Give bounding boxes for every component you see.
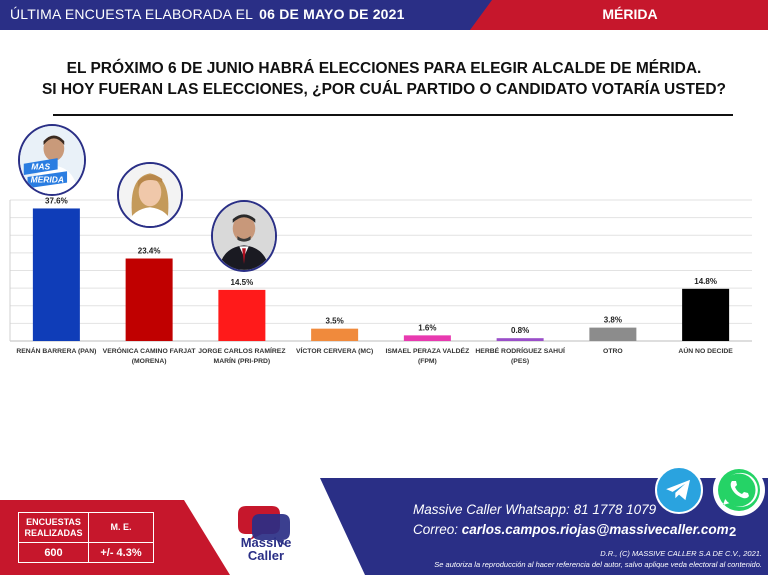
bar (32, 208, 80, 341)
whatsapp-number[interactable]: 81 1778 1079 (573, 502, 657, 517)
contact-info: Massive Caller Whatsapp: 81 1778 1079 Co… (413, 500, 729, 540)
category-label: MARÍN (PRI-PRD) (214, 356, 271, 365)
category-label: (FPM) (418, 358, 437, 365)
massive-caller-logo-icon (238, 506, 290, 546)
category-label: (MORENA) (132, 358, 167, 365)
email-address[interactable]: carlos.campos.riojas@massivecaller.com (461, 522, 729, 537)
bar-value-label: 3.8% (604, 316, 622, 325)
survey-question: EL PRÓXIMO 6 DE JUNIO HABRÁ ELECCIONES P… (20, 58, 748, 100)
header-bar: ÚLTIMA ENCUESTA ELABORADA EL 06 DE MAYO D… (0, 0, 768, 30)
bar-value-label: 3.5% (326, 317, 344, 326)
logo-text-line-1: Massive (240, 535, 292, 550)
category-label: VÍCTOR CERVERA (MC) (296, 346, 373, 355)
surveys-value: 600 (18, 542, 89, 563)
bar (682, 288, 730, 341)
question-line-2: SI HOY FUERAN LAS ELECCIONES, ¿POR CUÁL … (41, 81, 727, 98)
email-contact: Correo: carlos.campos.riojas@massivecall… (413, 520, 729, 540)
bar-value-label: 14.5% (231, 278, 254, 287)
margin-of-error-header: M. E. (88, 512, 154, 543)
vote-intention-bar-chart: 37.6% RENÁN BARRERA (PAN) 23.4% VERÓNICA CA… (9, 196, 752, 365)
copyright-line-2: Se autoriza la reproducción al hacer ref… (434, 560, 762, 569)
category-label: (PES) (511, 358, 529, 365)
whatsapp-contact-label: Massive Caller Whatsapp: (413, 502, 570, 517)
category-label: ISMAEL PERAZA VALDÉZ (386, 346, 470, 355)
bar (496, 338, 544, 341)
bar-value-label: 37.6% (45, 196, 68, 205)
category-label: RENÁN BARRERA (PAN) (16, 346, 96, 355)
bar-value-label: 23.4% (138, 247, 161, 256)
margin-of-error-value: +/- 4.3% (88, 542, 154, 563)
telegram-icon[interactable] (655, 466, 703, 514)
city-name: MÉRIDA (602, 6, 658, 22)
surveys-header: ENCUESTAS REALIZADAS (18, 512, 89, 543)
survey-stats-table: ENCUESTAS REALIZADAS M. E. 600 +/- 4.3% (18, 512, 154, 563)
candidate-photo-jorge-carlos-ramirez (211, 200, 277, 272)
whatsapp-contact: Massive Caller Whatsapp: 81 1778 1079 (413, 500, 729, 520)
bar (125, 258, 173, 341)
bar-value-label: 14.8% (694, 277, 717, 286)
bar (311, 328, 359, 341)
candidate-portrait-3 (213, 202, 275, 270)
badge-text-mas: MAS (31, 161, 50, 171)
category-label: OTRO (603, 348, 623, 355)
whatsapp-glyph (715, 466, 763, 514)
page-number: 2 (729, 524, 737, 539)
survey-date-label: ÚLTIMA ENCUESTA ELABORADA EL 06 DE MAYO D… (10, 6, 405, 22)
surveys-header-line-2: REALIZADAS (24, 527, 83, 538)
bar (589, 327, 637, 341)
bar-value-label: 1.6% (418, 323, 436, 332)
candidate-photo-renan-barrera: MAS MERIDA (18, 124, 86, 196)
telegram-glyph (666, 479, 690, 501)
logo-text-line-2: Caller (247, 548, 285, 563)
candidate-photo-veronica-camino (117, 162, 183, 228)
survey-date-prefix: ÚLTIMA ENCUESTA ELABORADA EL (10, 6, 254, 22)
category-label: VERÓNICA CAMINO FARJAT (103, 346, 197, 355)
category-label: HERBÉ RODRÍGUEZ SAHUÍ (475, 346, 566, 355)
question-underline (53, 114, 733, 116)
question-line-1: EL PRÓXIMO 6 DE JUNIO HABRÁ ELECCIONES P… (66, 60, 702, 77)
copyright-notice: D.R., (C) MASSIVE CALLER S.A DE C.V., 20… (380, 548, 762, 570)
category-label: JORGE CARLOS RAMÍREZ (198, 346, 285, 355)
surveys-header-line-1: ENCUESTAS (26, 516, 81, 527)
bar (218, 289, 266, 341)
category-label: AÚN NO DECIDE (678, 346, 733, 355)
header-red-band (470, 0, 768, 30)
candidate-portrait-1: MAS MERIDA (20, 126, 84, 194)
massive-caller-logo-text: Massive Caller (224, 536, 308, 562)
copyright-line-1: D.R., (C) MASSIVE CALLER S.A DE C.V., 20… (600, 549, 762, 558)
whatsapp-icon[interactable] (713, 464, 765, 516)
bar-value-label: 0.8% (511, 326, 529, 335)
candidate-portrait-2 (119, 164, 181, 226)
email-contact-label: Correo: (413, 522, 459, 537)
badge-text-merida: MERIDA (31, 175, 64, 185)
bar (403, 335, 451, 341)
survey-date: 06 DE MAYO DE 2021 (259, 6, 405, 22)
